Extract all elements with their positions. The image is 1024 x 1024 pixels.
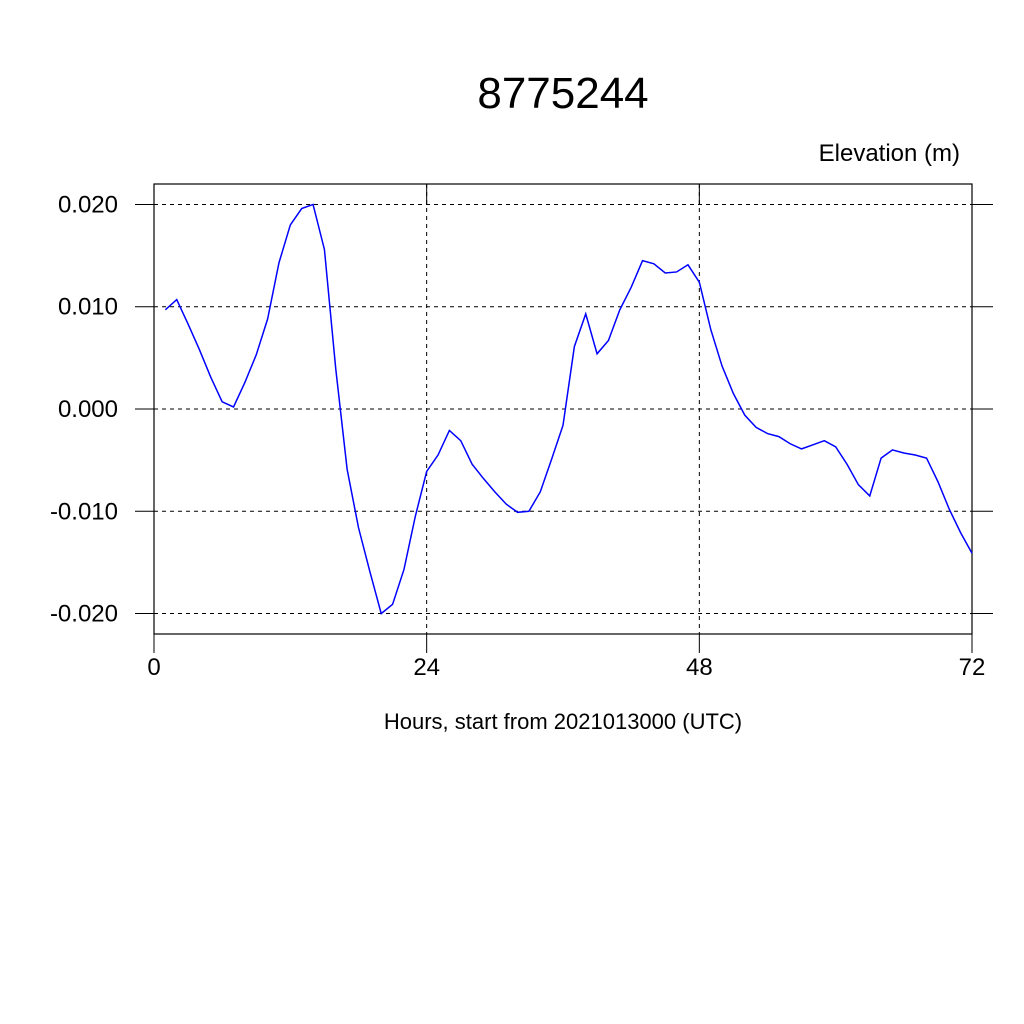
y-tick-label: 0.010 (58, 294, 118, 321)
chart-subtitle: Elevation (m) (819, 140, 960, 167)
chart-title: 8775244 (477, 69, 648, 118)
x-tick-label: 48 (686, 654, 713, 681)
y-tick-label: 0.000 (58, 396, 118, 423)
x-tick-label: 0 (147, 654, 160, 681)
y-tick-label: 0.020 (58, 191, 118, 218)
data-line (164, 203, 973, 615)
y-tick-label: -0.020 (50, 601, 118, 628)
x-tick-label: 72 (959, 654, 986, 681)
y-tick-label: -0.010 (50, 498, 118, 525)
x-tick-label: 24 (413, 654, 440, 681)
x-axis-label: Hours, start from 2021013000 (UTC) (384, 709, 742, 734)
